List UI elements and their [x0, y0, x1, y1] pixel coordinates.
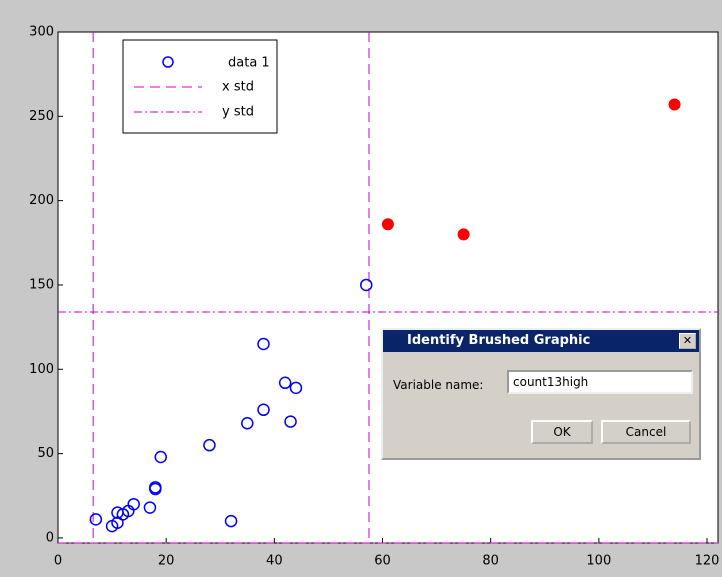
data-point: [284, 415, 297, 428]
data-point: [89, 513, 103, 526]
brushed-point: [381, 218, 394, 231]
y-tick-label: 300: [29, 25, 54, 40]
y-tick-label: 200: [29, 193, 54, 208]
brushed-point: [668, 98, 681, 111]
data-point: [149, 481, 162, 494]
x-tick-label: 100: [586, 554, 611, 569]
y-tick-label: 0: [46, 530, 54, 545]
x-tick-label: 0: [54, 554, 62, 569]
data-point: [154, 450, 168, 464]
legend-label: x std: [222, 80, 254, 95]
data-point: [224, 514, 238, 528]
cancel-label: Cancel: [625, 425, 667, 439]
input-value: count13high: [513, 375, 589, 389]
field-label: Variable name:: [393, 378, 484, 392]
data-point: [360, 278, 373, 292]
variable-input[interactable]: count13high: [507, 370, 693, 394]
x-tick-label: 20: [158, 554, 175, 569]
ok-label: OK: [553, 425, 571, 439]
x-tick-label: 40: [266, 554, 283, 569]
data-point: [278, 376, 292, 390]
close-button[interactable]: ✕: [679, 333, 696, 349]
x-tick-label: 80: [482, 554, 499, 569]
dialog: Identify Brushed Graphic ✕ Variable name…: [381, 328, 701, 460]
data-point: [127, 497, 140, 511]
legend-label: data 1: [228, 56, 270, 71]
brushed-point: [457, 228, 470, 241]
ok-button[interactable]: OK: [531, 420, 593, 444]
data-point: [257, 403, 270, 417]
y-tick-label: 150: [29, 277, 54, 292]
legend: data 1 x std y std: [122, 39, 278, 134]
data-point: [143, 501, 157, 514]
y-tick-label: 250: [29, 109, 54, 124]
legend-marker: [162, 56, 174, 68]
dialog-title: Identify Brushed Graphic: [383, 330, 699, 352]
data-point: [241, 417, 254, 430]
cancel-button[interactable]: Cancel: [601, 420, 691, 444]
data-point: [289, 381, 303, 395]
data-point: [257, 337, 270, 351]
y-tick-label: 50: [37, 446, 54, 461]
x-tick-label: 120: [695, 554, 720, 569]
y-tick-label: 100: [29, 362, 54, 377]
legend-label: y std: [222, 105, 254, 120]
x-tick-label: 60: [374, 554, 391, 569]
data-point: [203, 438, 216, 452]
